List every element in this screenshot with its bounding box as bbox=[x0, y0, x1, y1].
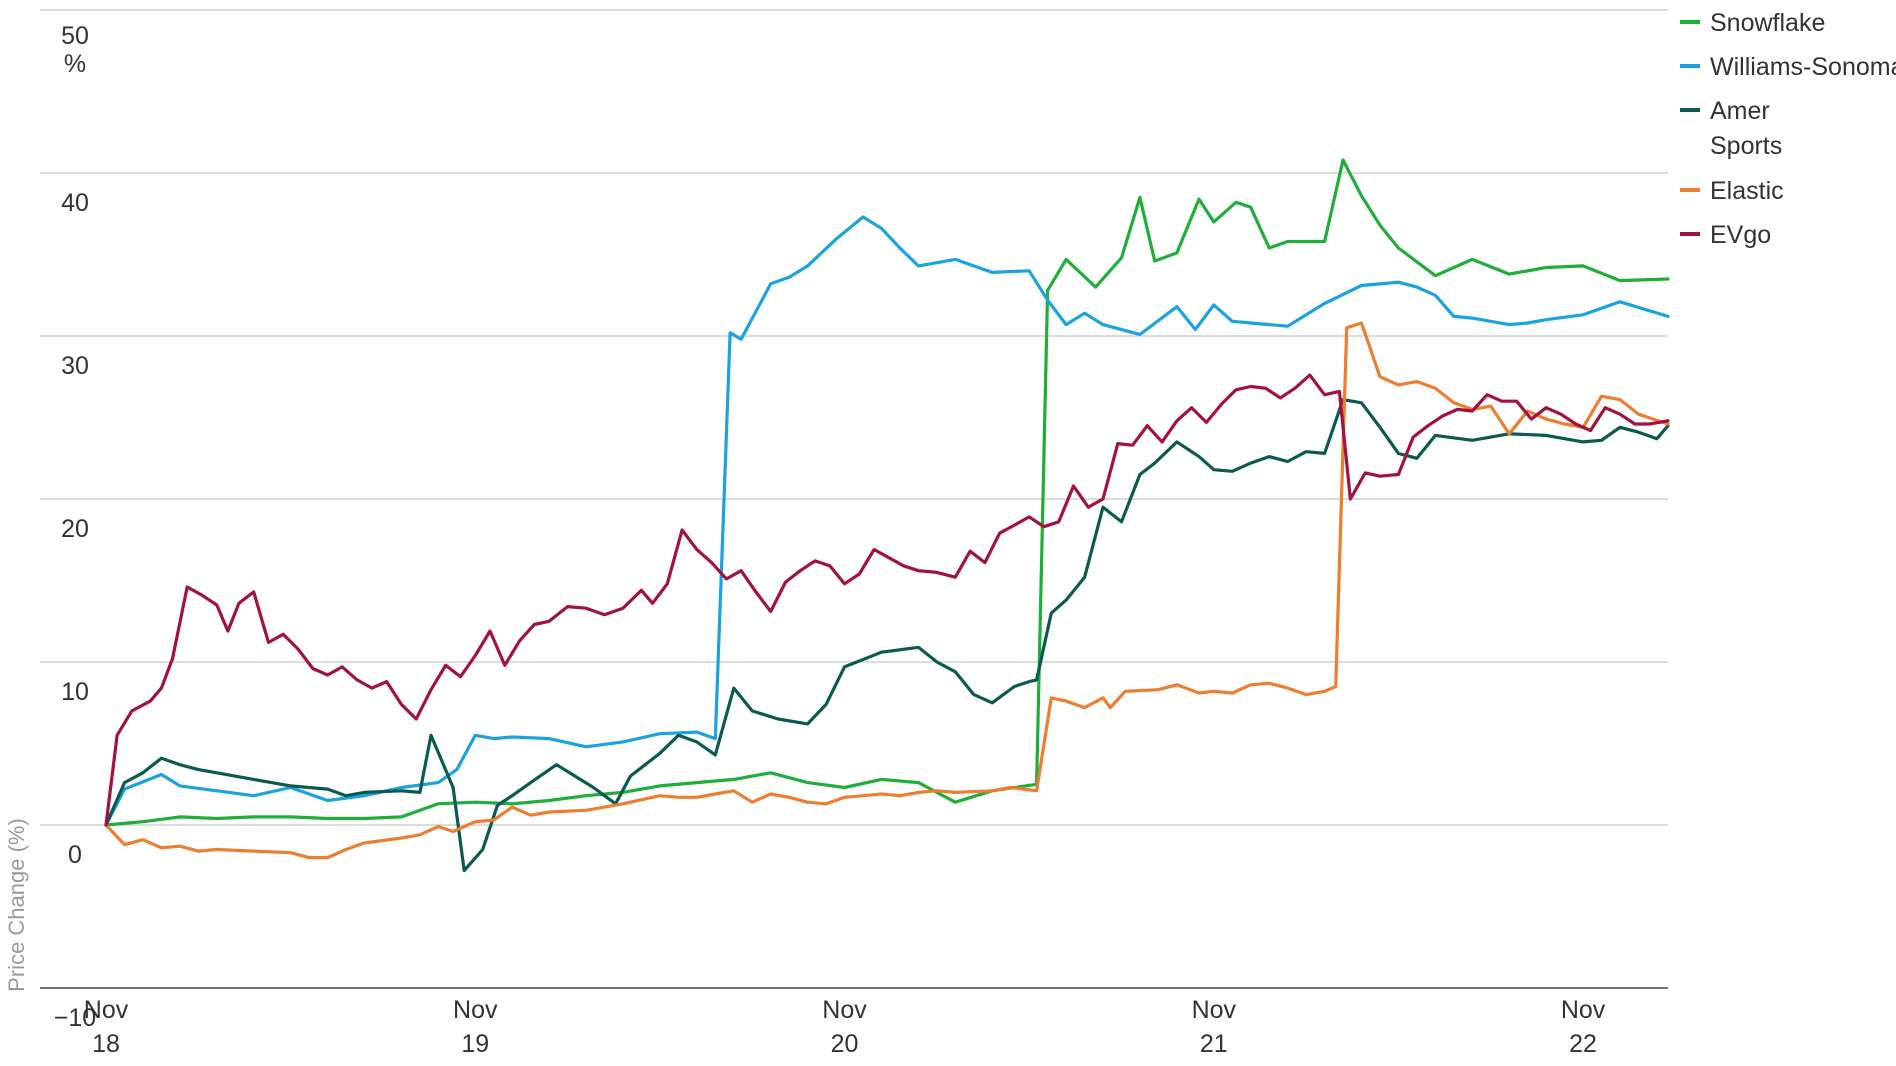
x-tick-label-day: 20 bbox=[831, 1030, 859, 1058]
series-line-evgo bbox=[104, 373, 1670, 827]
legend-label-amer-sports: Amer Sports bbox=[1710, 97, 1782, 160]
legend-label-snowflake: Snowflake bbox=[1710, 9, 1825, 37]
gridlines bbox=[40, 9, 1668, 989]
x-tick-label-day: 22 bbox=[1569, 1030, 1597, 1058]
x-tick-label-day: 18 bbox=[92, 1030, 120, 1058]
legend-label-elastic: Elastic bbox=[1710, 177, 1784, 205]
x-tick-label-month: Nov bbox=[1561, 996, 1606, 1024]
y-tick-label: −10 bbox=[54, 1004, 96, 1032]
x-axis-tick-labels: Nov 18 Nov 19 Nov 20 Nov 21 Nov 22 bbox=[84, 996, 1606, 1058]
x-tick-label-month: Nov bbox=[822, 996, 867, 1024]
legend-label-williams-sonoma: Williams-Sonoma bbox=[1710, 53, 1896, 81]
legend: Snowflake Williams-Sonoma Amer Sports Elasti… bbox=[1680, 9, 1896, 249]
x-tick-label-month: Nov bbox=[1192, 996, 1237, 1024]
series-line-williams-sonoma bbox=[104, 215, 1670, 827]
y-axis-label: Price Change (%) bbox=[4, 818, 29, 992]
y-tick-label: 50 bbox=[61, 22, 89, 50]
y-axis-tick-labels: −10 0 10 20 30 40 50 bbox=[54, 22, 96, 1032]
x-tick-label-month: Nov bbox=[453, 996, 498, 1024]
series-line-snowflake bbox=[104, 158, 1670, 827]
y-tick-label: 40 bbox=[61, 189, 89, 217]
series-line-amer-sports bbox=[104, 398, 1670, 873]
series-lines bbox=[104, 158, 1670, 873]
y-tick-label: 0 bbox=[68, 841, 82, 869]
y-tick-label: 10 bbox=[61, 678, 89, 706]
x-tick-label-month: Nov bbox=[84, 996, 129, 1024]
legend-label-evgo: EVgo bbox=[1710, 221, 1771, 249]
x-tick-label-day: 19 bbox=[461, 1030, 489, 1058]
series-line-elastic bbox=[104, 321, 1670, 860]
y-axis-unit: % bbox=[64, 50, 86, 78]
y-tick-label: 20 bbox=[61, 515, 89, 543]
x-tick-label-day: 21 bbox=[1200, 1030, 1228, 1058]
y-tick-label: 30 bbox=[61, 352, 89, 380]
